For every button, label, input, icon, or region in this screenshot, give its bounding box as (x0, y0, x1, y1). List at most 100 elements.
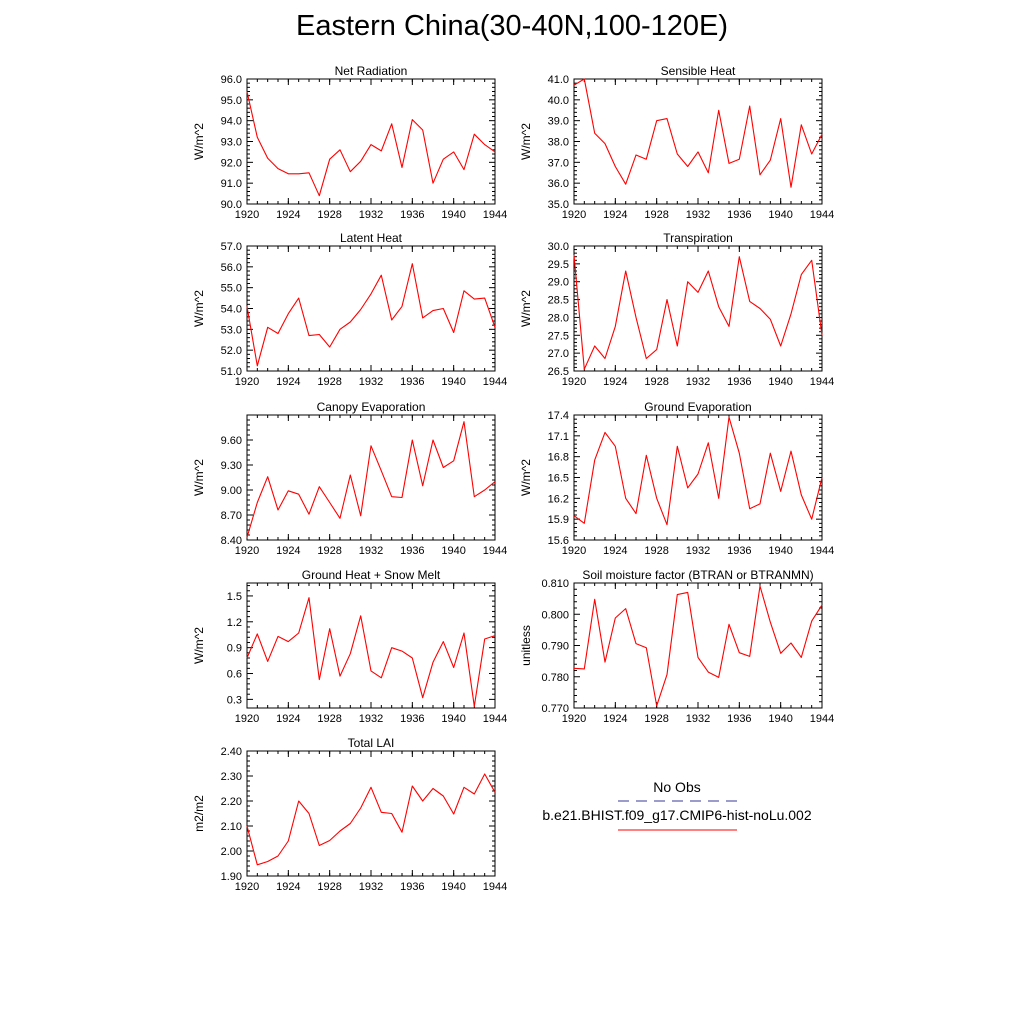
panel-5-x-tick-label: 1928 (317, 545, 341, 557)
panel-2-frame (573, 78, 823, 205)
panel-5-y-tick-label: 9.30 (221, 460, 242, 472)
panel-5-y-tick-label: 8.40 (221, 535, 242, 547)
panel-4-x-tick-label: 1944 (810, 376, 834, 388)
panel-7-series-line (246, 597, 496, 707)
panel-7-y-axis-label: W/m^2 (192, 627, 206, 664)
panel-7-y-tick-label: 0.9 (227, 643, 242, 655)
panel-7-frame (246, 582, 496, 709)
panel-7-title: Ground Heat + Snow Melt (302, 568, 441, 582)
panel-9-title: Total LAI (348, 736, 395, 750)
panel-3-x-tick-label: 1924 (276, 376, 300, 388)
panel-7-x-tick-label: 1936 (400, 713, 424, 725)
panel-1-x-tick-label: 1936 (400, 209, 424, 221)
panel-8-x-tick-label: 1924 (603, 713, 627, 725)
panel-2-x-tick-label: 1944 (810, 209, 834, 221)
panel-6-series-line (573, 416, 823, 526)
panel-8-y-tick-label: 0.800 (541, 609, 569, 621)
panel-9-x-tick-label: 1928 (317, 881, 341, 893)
panel-3-x-tick-label: 1920 (235, 376, 259, 388)
panel-8-x-tick-label: 1944 (810, 713, 834, 725)
panel-5-x-tick-label: 1944 (483, 545, 507, 557)
panel-2-x-tick-label: 1928 (644, 209, 668, 221)
panel-6-y-tick-label: 15.9 (548, 514, 569, 526)
panel-8-y-tick-label: 0.770 (541, 703, 569, 715)
legend-obs-label: No Obs (653, 779, 701, 795)
panel-4-y-tick-label: 26.5 (548, 366, 569, 378)
panel-3-y-tick-label: 56.0 (221, 262, 242, 274)
panel-5-y-axis-label: W/m^2 (192, 459, 206, 496)
panel-1-frame (246, 78, 496, 205)
panel-7-x-tick-label: 1944 (483, 713, 507, 725)
panel-1-y-tick-label: 92.0 (221, 157, 242, 169)
panel-3-x-tick-label: 1940 (441, 376, 465, 388)
panel-6-title: Ground Evaporation (644, 400, 751, 414)
panel-1-y-tick-label: 90.0 (221, 199, 242, 211)
panel-4-x-tick-label: 1920 (562, 376, 586, 388)
panel-2-title: Sensible Heat (661, 64, 736, 78)
panel-6-x-tick-label: 1940 (768, 545, 792, 557)
panel-2-x-tick-label: 1936 (727, 209, 751, 221)
panel-9-frame (246, 750, 496, 877)
panel-1-y-tick-label: 95.0 (221, 95, 242, 107)
panel-8-x-tick-label: 1940 (768, 713, 792, 725)
panel-1-y-tick-label: 91.0 (221, 178, 242, 190)
panel-3-series-line (246, 263, 496, 367)
panel-5-x-tick-label: 1936 (400, 545, 424, 557)
panel-6-y-tick-label: 15.6 (548, 535, 569, 547)
panel-7-y-tick-label: 1.5 (227, 591, 242, 603)
panel-3-title: Latent Heat (340, 231, 403, 245)
panel-6-x-tick-label: 1928 (644, 545, 668, 557)
panel-8-y-tick-label: 0.810 (541, 578, 569, 590)
panel-9-y-tick-label: 2.30 (221, 771, 242, 783)
panel-6-x-tick-label: 1920 (562, 545, 586, 557)
panel-8-series-line (573, 585, 823, 707)
panel-6-x-tick-label: 1932 (686, 545, 710, 557)
panel-3-y-tick-label: 52.0 (221, 345, 242, 357)
panel-9-y-tick-label: 2.10 (221, 821, 242, 833)
panel-7-x-tick-label: 1932 (359, 713, 383, 725)
panel-6-y-tick-label: 17.4 (548, 410, 569, 422)
panel-5-title: Canopy Evaporation (317, 400, 426, 414)
panel-4-y-tick-label: 27.0 (548, 348, 569, 360)
panel-8-frame (573, 582, 823, 709)
legend-run-label: b.e21.BHIST.f09_g17.CMIP6-hist-noLu.002 (542, 807, 812, 823)
panel-8-x-tick-label: 1928 (644, 713, 668, 725)
panel-2-y-tick-label: 39.0 (548, 116, 569, 128)
panel-4-x-tick-label: 1936 (727, 376, 751, 388)
panel-3-y-tick-label: 55.0 (221, 283, 242, 295)
panel-2-series-line (573, 78, 823, 188)
panel-4-y-tick-label: 28.0 (548, 312, 569, 324)
panel-2-y-axis-label: W/m^2 (519, 123, 533, 160)
panel-9-y-tick-label: 1.90 (221, 871, 242, 883)
panel-4-y-tick-label: 29.5 (548, 259, 569, 271)
panel-2-y-tick-label: 37.0 (548, 157, 569, 169)
panel-3-frame (246, 245, 496, 372)
panel-5-x-tick-label: 1924 (276, 545, 300, 557)
figure-title: Eastern China(30-40N,100-120E) (295, 10, 729, 42)
panel-1-x-tick-label: 1940 (441, 209, 465, 221)
panel-5-y-tick-label: 8.70 (221, 510, 242, 522)
panel-6-y-tick-label: 16.5 (548, 473, 569, 485)
panel-8-y-tick-label: 0.780 (541, 672, 569, 684)
panel-6-x-tick-label: 1944 (810, 545, 834, 557)
panel-7-x-tick-label: 1940 (441, 713, 465, 725)
panel-2-y-tick-label: 36.0 (548, 178, 569, 190)
panel-3-y-tick-label: 53.0 (221, 324, 242, 336)
panel-2-x-tick-label: 1932 (686, 209, 710, 221)
panel-4-x-tick-label: 1928 (644, 376, 668, 388)
panel-3-y-axis-label: W/m^2 (192, 290, 206, 327)
panel-7-x-tick-label: 1928 (317, 713, 341, 725)
panel-1-series-line (246, 91, 496, 197)
panel-4-series-line (573, 254, 823, 370)
panel-5-y-tick-label: 9.00 (221, 485, 242, 497)
panel-7-x-tick-label: 1920 (235, 713, 259, 725)
panel-7-y-tick-label: 0.3 (227, 694, 242, 706)
panel-9-y-axis-label: m2/m2 (192, 795, 206, 832)
panel-4-title: Transpiration (663, 231, 733, 245)
panel-9-y-tick-label: 2.40 (221, 746, 242, 758)
panel-9-x-tick-label: 1920 (235, 881, 259, 893)
panel-7-y-tick-label: 0.6 (227, 669, 242, 681)
panel-5-y-tick-label: 9.60 (221, 435, 242, 447)
panel-4-y-tick-label: 28.5 (548, 295, 569, 307)
panel-9-x-tick-label: 1932 (359, 881, 383, 893)
